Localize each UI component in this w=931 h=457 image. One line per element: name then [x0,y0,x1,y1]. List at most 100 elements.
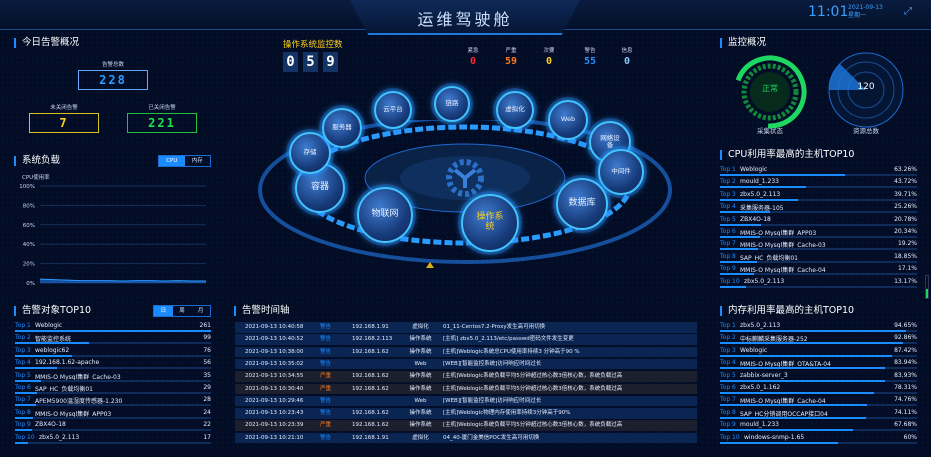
rank-row[interactable]: Top 7 APEM5900温湿度传感器-1.230 28 [15,396,211,408]
alarm-type: Web [414,360,427,367]
rank-label: Top 3 [15,346,31,354]
tab-month[interactable]: 月 [197,308,204,314]
rank-row[interactable]: Top 3 zbx5.0_2.113 39.71% [720,191,917,203]
timeline-row[interactable]: 2021-09-13 10:30:40 严重 192.168.1.62 操作系统 [主机… [235,383,697,394]
rank-row[interactable]: Top 9 mould_1.233 67.68% [720,421,917,433]
rank-label: Top 10 [15,433,35,441]
rank-row[interactable]: Top 5 MMIS-O Mysql集群_Cache-03 35 [15,372,211,384]
rank-row[interactable]: Top 6 SAP_HC_负载均衡01 29 [15,384,211,396]
host-name: zabbix-server_3 [740,371,788,379]
title-plate [350,0,580,35]
scrollbar[interactable] [925,275,929,299]
rank-row[interactable]: Top 4 采集服务器-105 25.26% [720,203,917,215]
rank-row[interactable]: Top 8 MMIS-O Mysql集群_APP03 24 [15,409,211,421]
bar-track [15,379,211,382]
alarm-level: 警告 [320,434,332,441]
rank-row[interactable]: Top 1 zbx5.0_2.113 94.65% [720,322,917,334]
section-title-today-alarms: 今日告警概况 [14,38,79,48]
rank-label: Top 4 [15,359,31,367]
timeline-row[interactable]: 2021-09-13 10:29:46 警告 Web [WEB][智能监控系统]访问响… [235,395,697,407]
timeline-row[interactable]: 2021-09-13 10:34:55 严重 192.168.1.62 操作系统 [主机… [235,371,697,382]
section-title-cpu-top: CPU利用率最高的主机TOP10 [720,150,854,160]
host-name: 192.168.1.62-apache [35,359,100,367]
timeline-row[interactable]: 2021-09-13 10:23:39 严重 192.168.1.62 操作系统 [主机… [235,420,697,431]
rank-row[interactable]: Top 2 中标麒麟采集服务器-252 92.86% [720,334,917,346]
category-orb[interactable]: 云平台 [374,91,412,129]
bar-fill [720,285,746,288]
timeline-row[interactable]: 2021-09-13 10:38:00 警告 192.168.1.62 操作系统 [主机… [235,346,697,358]
category-orb[interactable]: 存储 [289,132,331,174]
bar-fill [720,248,758,251]
category-orb[interactable]: 中间件 [598,149,644,195]
rank-label: Top 3 [720,190,736,198]
host-name: MMIS-O Mysql集群_APP03 [740,230,817,237]
timeline-row[interactable]: 2021-09-13 10:35:02 警告 Web [WEB][智能监控系统]访问响… [235,358,697,370]
rank-row[interactable]: Top 2 mould_1.233 43.72% [720,178,917,190]
tab-cpu[interactable]: CPU [159,156,185,166]
rank-row[interactable]: Top 3 weblogic62 76 [15,347,211,359]
rank-row[interactable]: Top 6 zbx5.0_1.162 78.31% [720,384,917,396]
rank-row[interactable]: Top 8 SAP_HC_负载均衡01 18.85% [720,253,917,265]
counter-digit: 5 [303,52,318,72]
rank-value: 43.72% [894,178,917,186]
timeline-row[interactable]: 2021-09-13 10:40:58 警告 192.168.1.91 虚拟化 01_1… [235,322,697,333]
category-orb[interactable]: 服务器 [322,108,362,148]
rank-value: 74.11% [894,408,917,416]
category-orb[interactable]: 数据库 [556,178,608,230]
rank-row[interactable]: Top 5 zabbix-server_3 83.93% [720,372,917,384]
bar-track [720,429,917,432]
rank-row[interactable]: Top 8 SAP_HC分销调用OCCAP接口04 74.11% [720,409,917,421]
rank-row[interactable]: Top 10 windows-snmp-1.65 60% [720,434,917,446]
category-orb[interactable]: 虚拟化 [496,91,534,129]
rank-row[interactable]: Top 5 ZBX4O-18 20.78% [720,216,917,228]
section-title-system-load: 系统负载 [14,156,60,166]
severity-label: 信息 [621,48,633,54]
host-name: MMIS-O Mysql集群_APP03 [35,410,112,418]
rank-row[interactable]: Top 4 MMIS-O Mysql集群_OTA&TA-04 83.94% [720,359,917,371]
rank-row[interactable]: Top 10 zbx5.0_2.113 17 [15,434,211,446]
bar-fill [720,404,868,407]
os-monitor-title: 操作系统监控数 [283,40,343,50]
rank-row[interactable]: Top 10 zbx5.0_2.113 13.17% [720,278,917,290]
alarm-type: 操作系统 [409,336,432,343]
alarm-ip: 192.168.1.91 [352,324,389,330]
timeline-row[interactable]: 2021-09-13 10:23:43 警告 192.168.1.62 操作系统 [主机… [235,408,697,419]
alarm-level: 警告 [320,410,332,417]
tab-day[interactable]: 日 [154,306,173,316]
rank-row[interactable]: Top 9 MMIS-O Mysql集群_Cache-04 17.1% [720,265,917,277]
host-name: MMIS-O Mysql集群_Cache-04 [740,267,826,275]
rank-row[interactable]: Top 1 Weblogic 261 [15,322,211,334]
severity-count: 0 [469,56,477,67]
expand-icon[interactable]: ⤢ [904,6,912,17]
category-orb[interactable]: 链路 [434,86,470,122]
rank-row[interactable]: Top 2 智能监控系统 99 [15,334,211,346]
rank-row[interactable]: Top 4 192.168.1.62-apache 56 [15,359,211,371]
alarm-ip: 192.168.1.62 [352,348,389,355]
category-orb[interactable]: 物联网 [357,187,413,243]
rank-row[interactable]: Top 3 Weblogic 87.42% [720,347,917,359]
rank-label: Top 7 [720,396,736,404]
rank-row[interactable]: Top 6 MMIS-O Mysql集群_APP03 20.34% [720,228,917,240]
rank-row[interactable]: Top 1 Weblogic 63.26% [720,166,917,178]
rank-row[interactable]: Top 7 MMIS-O Mysql集群_Cache-03 19.2% [720,240,917,252]
rank-value: 22 [203,421,211,429]
rank-value: 63.26% [894,166,917,173]
bar-track [720,211,917,214]
rank-value: 78.31% [894,384,917,391]
tab-memory[interactable]: 内存 [191,158,203,164]
host-name: SAP_HC_负载均衡01 [35,386,93,393]
timeline-row[interactable]: 2021-09-13 10:40:52 警告 192.168.2.113 操作系统 [主… [235,334,697,345]
tab-week[interactable]: 周 [179,308,185,314]
bar-track [720,260,917,263]
bar-track [720,273,917,276]
alarm-message: [主机]Weblogic系统负载平均5分钟超过核心数3倍核心数，系统负载过高 [443,385,623,392]
category-orb[interactable]: Web [548,100,588,140]
category-orb[interactable]: 操作系统 [461,194,519,252]
alarm-message: [主机]Weblogic系统负载平均5分钟超过核心数3倍核心数，系统负载过高 [443,422,623,429]
severity-label: 紧急 [467,48,479,54]
rank-row[interactable]: Top 7 MMIS-O Mysql集群_Cache-04 74.76% [720,396,917,408]
bar-track [720,404,917,407]
rank-label: Top 10 [720,433,740,441]
timeline-row[interactable]: 2021-09-13 10:21:10 警告 192.168.1.91 虚拟化 04_4… [235,432,697,444]
rank-row[interactable]: Top 9 ZBX4O-18 22 [15,421,211,433]
